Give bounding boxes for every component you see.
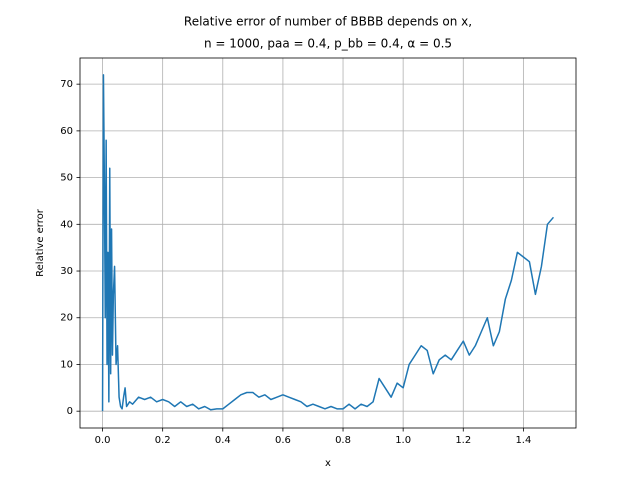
x-tick-label: 1.4: [515, 435, 531, 446]
x-axis-label: x: [325, 458, 331, 469]
x-tick-label: 0.8: [335, 435, 351, 446]
y-tick-label: 30: [60, 266, 73, 277]
y-axis-label: Relative error: [35, 208, 46, 277]
x-tick-label: 0.0: [95, 435, 111, 446]
x-tick-label: 0.4: [215, 435, 231, 446]
x-tick-label: 1.2: [455, 435, 471, 446]
y-tick-label: 20: [60, 313, 73, 324]
data-line: [101, 74, 555, 412]
y-tick-label: 40: [60, 219, 73, 230]
chart-title: n = 1000, paa = 0.4, p_bb = 0.4, α = 0.5: [204, 37, 452, 51]
y-tick-label: 70: [60, 79, 73, 90]
chart-title: Relative error of number of BBBB depends…: [184, 15, 472, 29]
y-tick-label: 50: [60, 173, 73, 184]
y-tick-label: 10: [60, 359, 73, 370]
x-tick-label: 1.0: [395, 435, 411, 446]
plot-frame: [79, 57, 577, 429]
y-tick-label: 0: [67, 406, 73, 417]
y-tick-label: 60: [60, 126, 73, 137]
x-tick-label: 0.6: [275, 435, 291, 446]
x-tick-label: 0.2: [155, 435, 171, 446]
